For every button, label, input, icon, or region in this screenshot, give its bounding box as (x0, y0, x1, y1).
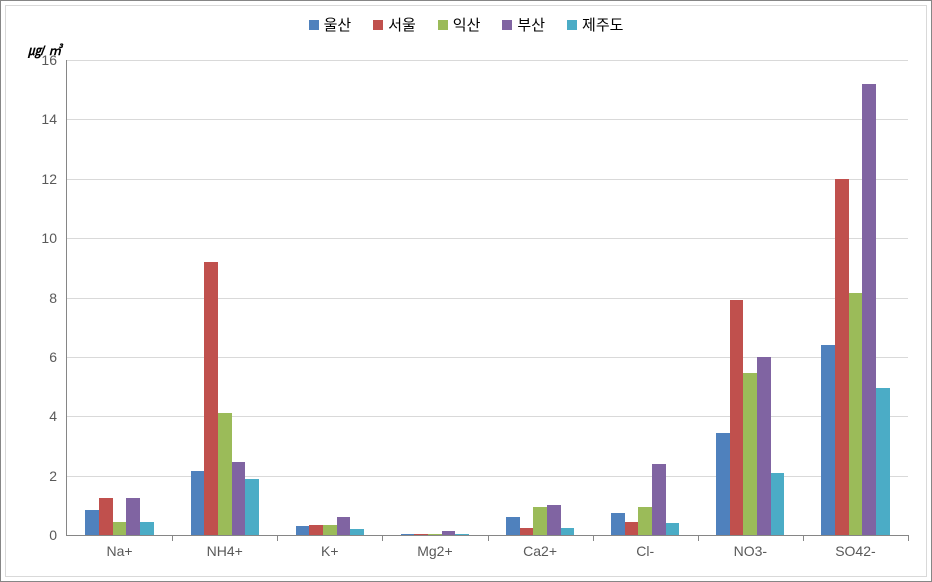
x-category-label: Ca2+ (523, 535, 557, 559)
bar (309, 525, 323, 535)
bar (561, 528, 575, 535)
bar (716, 433, 730, 535)
y-tick-label: 8 (49, 290, 67, 306)
legend-item: 서울 (373, 14, 416, 35)
legend-label: 서울 (388, 14, 416, 35)
bar (506, 517, 520, 535)
x-tick-mark (908, 535, 909, 541)
bar (876, 388, 890, 535)
x-category-label: NH4+ (207, 535, 243, 559)
x-category-label: Na+ (107, 535, 133, 559)
x-tick-mark (593, 535, 594, 541)
x-tick-mark (488, 535, 489, 541)
x-category-label: K+ (321, 535, 339, 559)
gridline (67, 179, 908, 180)
bar (401, 534, 415, 535)
legend-item: 익산 (438, 14, 481, 35)
y-tick-label: 6 (49, 349, 67, 365)
legend: 울산 서울 익산 부산 제주도 (6, 14, 926, 35)
bar (652, 464, 666, 535)
y-tick-label: 16 (41, 52, 67, 68)
legend-swatch (567, 20, 577, 30)
bar (638, 507, 652, 535)
bar (455, 534, 469, 535)
x-category-label: Cl- (636, 535, 654, 559)
bar (218, 413, 232, 535)
legend-label: 울산 (324, 14, 352, 35)
y-tick-label: 4 (49, 408, 67, 424)
bar (520, 528, 534, 535)
bar (232, 462, 246, 535)
bar (862, 84, 876, 535)
bar (350, 529, 364, 535)
y-tick-label: 2 (49, 468, 67, 484)
bar (191, 471, 205, 535)
bar (428, 534, 442, 535)
bar (835, 179, 849, 535)
legend-swatch (373, 20, 383, 30)
legend-item: 부산 (502, 14, 545, 35)
chart-outer-frame: 울산서울익산부산제주도 ㎍/ ㎥ 0246810121416Na+NH4+K+M… (0, 0, 932, 582)
legend-label: 익산 (453, 14, 481, 35)
bar (442, 531, 456, 535)
bar (547, 505, 561, 535)
x-category-label: Mg2+ (417, 535, 452, 559)
bar (611, 513, 625, 535)
bar (99, 498, 113, 535)
legend-swatch (502, 20, 512, 30)
x-tick-mark (803, 535, 804, 541)
bar (666, 523, 680, 535)
legend-swatch (438, 20, 448, 30)
bar (113, 522, 127, 535)
legend-label: 제주도 (582, 14, 623, 35)
legend-label: 부산 (517, 14, 545, 35)
x-category-label: SO42- (835, 535, 875, 559)
gridline (67, 238, 908, 239)
bar (204, 262, 218, 535)
x-tick-mark (277, 535, 278, 541)
y-tick-label: 12 (41, 171, 67, 187)
y-tick-label: 10 (41, 230, 67, 246)
gridline (67, 298, 908, 299)
bar (323, 525, 337, 535)
chart-inner-frame: 울산서울익산부산제주도 ㎍/ ㎥ 0246810121416Na+NH4+K+M… (5, 5, 927, 577)
bar (140, 522, 154, 535)
x-category-label: NO3- (734, 535, 767, 559)
bar (743, 373, 757, 535)
bar (414, 534, 428, 535)
x-tick-mark (172, 535, 173, 541)
bar (625, 522, 639, 535)
bar (533, 507, 547, 535)
gridline (67, 416, 908, 417)
bar (730, 300, 744, 535)
gridline (67, 60, 908, 61)
bar (126, 498, 140, 535)
bar (245, 479, 259, 535)
bar (296, 526, 310, 535)
gridline (67, 357, 908, 358)
x-tick-mark (382, 535, 383, 541)
bar (337, 517, 351, 535)
x-tick-mark (698, 535, 699, 541)
legend-swatch (309, 20, 319, 30)
bar (849, 293, 863, 535)
plot-area: 0246810121416Na+NH4+K+Mg2+Ca2+Cl-NO3-SO4… (66, 60, 908, 536)
legend-item: 제주도 (567, 14, 623, 35)
y-tick-label: 0 (49, 527, 67, 543)
legend-item: 울산 (309, 14, 352, 35)
bar (757, 357, 771, 535)
bar (85, 510, 99, 535)
y-tick-label: 14 (41, 111, 67, 127)
bar (821, 345, 835, 535)
bar (771, 473, 785, 535)
gridline (67, 119, 908, 120)
